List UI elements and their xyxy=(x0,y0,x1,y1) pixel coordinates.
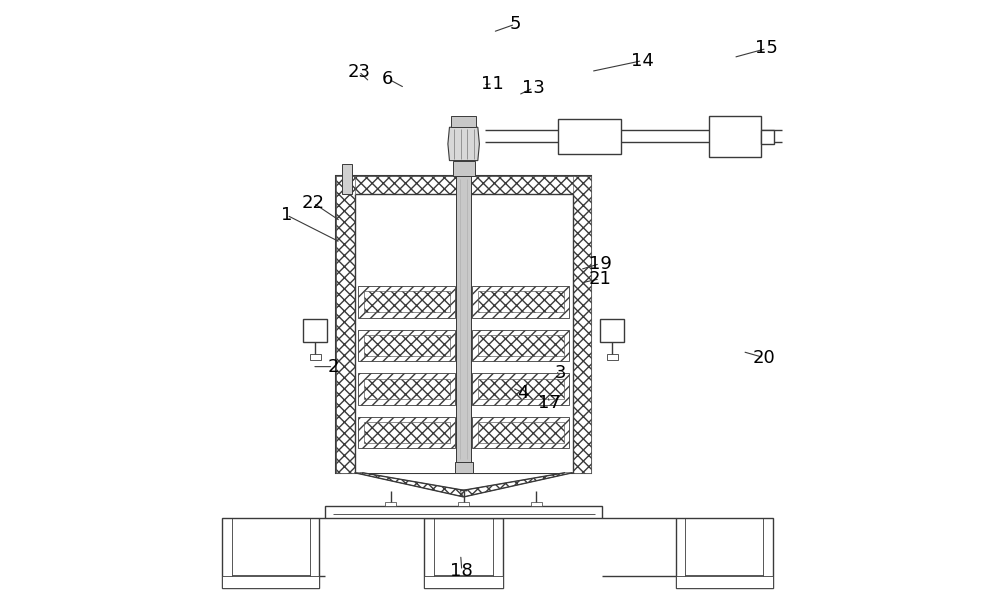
Bar xyxy=(478,335,564,356)
Text: 4: 4 xyxy=(517,384,529,402)
Bar xyxy=(451,116,476,127)
Bar xyxy=(364,291,450,312)
Bar xyxy=(336,176,591,473)
Text: 1: 1 xyxy=(281,206,292,224)
Bar xyxy=(358,286,455,318)
Bar xyxy=(342,164,352,194)
Text: 19: 19 xyxy=(589,255,611,273)
Bar xyxy=(355,194,573,473)
Text: 5: 5 xyxy=(509,15,521,33)
Bar xyxy=(472,286,569,318)
Bar xyxy=(472,373,569,405)
Text: 14: 14 xyxy=(631,52,654,70)
Bar xyxy=(573,176,591,473)
Polygon shape xyxy=(355,473,467,497)
Bar xyxy=(478,291,564,312)
Bar xyxy=(478,422,564,443)
Bar xyxy=(222,518,319,588)
Bar xyxy=(336,176,591,194)
Bar xyxy=(364,379,450,399)
Bar xyxy=(358,330,455,361)
Bar xyxy=(458,502,469,506)
Bar xyxy=(424,518,503,588)
Bar xyxy=(709,116,761,157)
Bar xyxy=(424,576,503,588)
Bar xyxy=(478,379,564,399)
Polygon shape xyxy=(460,473,573,497)
Bar xyxy=(600,319,624,342)
Bar xyxy=(456,176,471,462)
Bar xyxy=(358,417,455,448)
Bar xyxy=(472,330,569,361)
Bar xyxy=(385,502,396,506)
Text: 23: 23 xyxy=(347,62,370,81)
Bar xyxy=(325,506,602,518)
Text: 2: 2 xyxy=(328,358,339,376)
Bar xyxy=(676,518,773,588)
Bar xyxy=(222,576,319,588)
Text: 17: 17 xyxy=(538,394,561,412)
Text: 3: 3 xyxy=(555,364,566,382)
Bar xyxy=(456,176,471,462)
Bar xyxy=(558,119,621,154)
Bar xyxy=(453,161,475,176)
Bar xyxy=(310,354,321,360)
Bar xyxy=(761,130,774,144)
Bar xyxy=(472,417,569,448)
Bar xyxy=(531,502,542,506)
Text: 21: 21 xyxy=(589,270,611,288)
Bar xyxy=(364,422,450,443)
Text: 22: 22 xyxy=(302,194,325,212)
Bar xyxy=(607,354,618,360)
Text: 18: 18 xyxy=(450,562,473,580)
Polygon shape xyxy=(448,127,479,161)
Text: 11: 11 xyxy=(481,75,504,93)
Bar xyxy=(358,373,455,405)
Text: 20: 20 xyxy=(752,348,775,367)
Bar xyxy=(676,576,773,588)
Text: 15: 15 xyxy=(755,39,778,58)
Bar xyxy=(336,176,355,473)
Bar xyxy=(455,462,473,473)
Bar xyxy=(303,319,327,342)
Text: 13: 13 xyxy=(522,79,545,97)
Text: 6: 6 xyxy=(382,70,394,88)
Bar xyxy=(364,335,450,356)
